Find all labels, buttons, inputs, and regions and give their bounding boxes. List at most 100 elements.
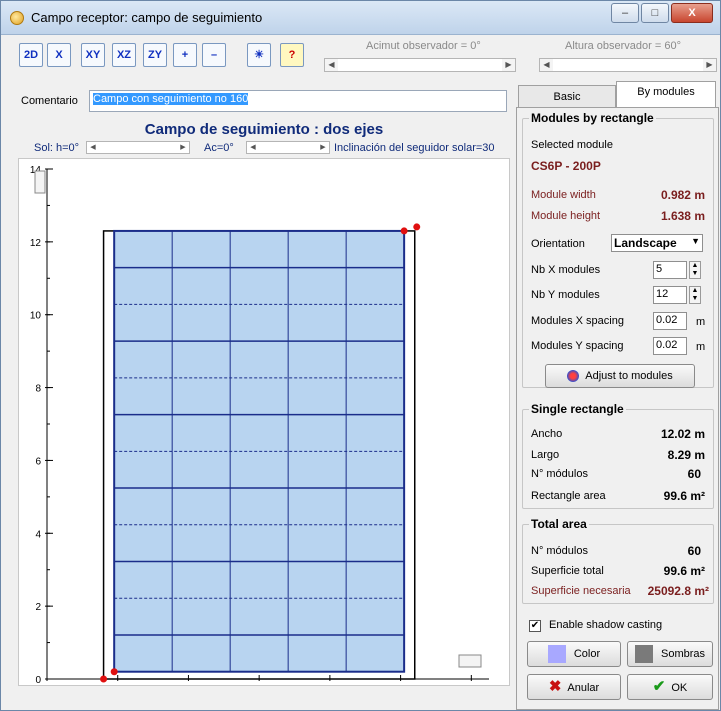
modules-group: Modules by rectangle Selected module CS6…: [522, 111, 714, 388]
adjust-to-modules-button[interactable]: Adjust to modules: [545, 364, 695, 388]
single-rectangle-group: Single rectangle Ancho 12.02 m Largo 8.2…: [522, 402, 714, 509]
x-tick-label: -2: [184, 684, 193, 685]
checkmark-icon: ✔: [652, 678, 666, 695]
x-tick-label: -4: [113, 684, 122, 685]
help-icon[interactable]: ?: [280, 43, 304, 67]
x-tick-label: 6: [469, 684, 475, 685]
zoom-in-icon[interactable]: +: [173, 43, 197, 67]
ancho-label: Ancho: [531, 428, 563, 440]
sun-azimuth-slider[interactable]: ◀ ▶: [246, 141, 330, 154]
axis-xz-button[interactable]: XZ: [112, 43, 136, 67]
ok-label: OK: [671, 682, 688, 694]
sun-height-label: Sol: h=0°: [34, 142, 80, 154]
slider-right-arrow-icon[interactable]: ▶: [502, 59, 515, 71]
sup-total-value: 99.6 m²: [663, 564, 705, 578]
tracker-tilt-label: Inclinación del seguidor solar=30: [334, 142, 495, 154]
nby-input[interactable]: 12: [653, 286, 687, 304]
axis-zy-button[interactable]: ZY: [143, 43, 167, 67]
sun-icon[interactable]: ☀: [247, 43, 271, 67]
nbx-spinner-icon[interactable]: ▲ ▼: [689, 261, 701, 279]
sombras-label: Sombras: [660, 648, 706, 660]
y-tick-label: 4: [35, 529, 41, 540]
x-spacing-value: 0.02: [656, 314, 678, 326]
corner-marker: [110, 668, 118, 676]
ancho-value: 12.02 m: [660, 427, 705, 441]
single-nmod-label: N° módulos: [531, 468, 588, 480]
slider-left-arrow-icon[interactable]: ◀: [250, 144, 256, 151]
total-area-group: Total area N° módulos 60 Superficie tota…: [522, 517, 714, 604]
adjust-icon: [567, 370, 580, 383]
chevron-down-icon: ▼: [691, 236, 700, 246]
y-tick-label: 12: [30, 238, 42, 249]
nbx-value: 5: [656, 263, 663, 275]
y-spacing-unit: m: [696, 341, 706, 353]
close-button[interactable]: X: [671, 3, 713, 23]
tab-bar: Basic By modules: [516, 81, 719, 109]
sun-azimuth-label: Ac=0°: [204, 142, 234, 154]
azimuth-slider[interactable]: ◀ ▶: [324, 58, 516, 72]
largo-value: 8.29 m: [667, 448, 705, 462]
rect-area-value: 99.6 m²: [663, 489, 705, 503]
single-nmod-value: 60: [687, 467, 701, 481]
zoom-out-icon[interactable]: –: [202, 43, 226, 67]
color-swatch: [547, 645, 566, 664]
shadow-checkbox[interactable]: ✔: [529, 620, 541, 632]
total-area-title: Total area: [529, 517, 589, 531]
y-spacing-input[interactable]: 0.02: [653, 337, 687, 355]
app-icon: [10, 11, 24, 25]
x-spacing-unit: m: [696, 316, 706, 328]
tab-basic[interactable]: Basic: [518, 85, 616, 109]
shadow-label: Enable shadow casting: [549, 619, 663, 631]
orientation-select[interactable]: Landscape ▼: [611, 234, 703, 252]
sup-necesaria-value: 25092.8 m²: [647, 584, 709, 598]
tab-by-modules[interactable]: By modules: [616, 81, 716, 109]
plot-area[interactable]: 02468101214-6-4-20246: [18, 158, 510, 695]
sun-height-slider[interactable]: ◀ ▶: [86, 141, 190, 154]
y-axis-spinner: [34, 170, 46, 194]
y-tick-label: 0: [35, 675, 41, 685]
window-title: Campo receptor: campo de seguimiento: [31, 10, 263, 25]
x-spacing-input[interactable]: 0.02: [653, 312, 687, 330]
minimize-button[interactable]: –: [611, 3, 639, 23]
slider-left-arrow-icon[interactable]: ◀: [540, 59, 553, 71]
slider-right-arrow-icon[interactable]: ▶: [320, 144, 326, 151]
x-spacing-label: Modules X spacing: [531, 315, 624, 327]
y-tick-label: 2: [35, 602, 41, 613]
axis-xy-button[interactable]: XY: [81, 43, 105, 67]
sup-necesaria-label: Superficie necesaria: [531, 585, 631, 597]
orientation-label: Orientation: [531, 238, 585, 250]
corner-marker: [400, 227, 408, 235]
comment-input[interactable]: Campo con seguimiento no 160: [89, 90, 507, 112]
nbx-label: Nb X modules: [531, 264, 601, 276]
maximize-button[interactable]: □: [641, 3, 669, 23]
anular-button[interactable]: ✖ Anular: [527, 674, 621, 700]
view-2d-button[interactable]: 2D: [19, 43, 43, 67]
slider-right-arrow-icon[interactable]: ▶: [703, 59, 716, 71]
slider-left-arrow-icon[interactable]: ◀: [90, 144, 96, 151]
y-spacing-value: 0.02: [656, 339, 678, 351]
height-slider[interactable]: ◀ ▶: [539, 58, 717, 72]
slider-left-arrow-icon[interactable]: ◀: [325, 59, 338, 71]
total-nmod-label: N° módulos: [531, 545, 588, 557]
y-tick-label: 6: [35, 456, 41, 467]
sombras-button[interactable]: Sombras: [627, 641, 713, 667]
toolbar: 2D X XY XZ ZY + – ☀ ? Acimut observador …: [1, 36, 720, 76]
nby-spinner-icon[interactable]: ▲ ▼: [689, 286, 701, 304]
x-tick-label: 4: [398, 684, 404, 685]
slider-right-arrow-icon[interactable]: ▶: [180, 144, 186, 151]
settings-panel: Modules by rectangle Selected module CS6…: [516, 107, 719, 710]
nbx-input[interactable]: 5: [653, 261, 687, 279]
modules-group-title: Modules by rectangle: [529, 111, 656, 125]
ok-button[interactable]: ✔ OK: [627, 674, 713, 700]
color-button[interactable]: Color: [527, 641, 621, 667]
title-bar[interactable]: Campo receptor: campo de seguimiento – □…: [1, 1, 720, 35]
nby-value: 12: [656, 288, 669, 300]
chart-title: Campo de seguimiento : dos ejes: [144, 121, 384, 138]
orientation-value: Landscape: [614, 236, 677, 250]
corner-marker: [100, 675, 108, 683]
axis-x-button[interactable]: X: [47, 43, 71, 67]
sup-total-label: Superficie total: [531, 565, 604, 577]
module-width-label: Module width: [531, 189, 596, 201]
x-tick-label: 0: [256, 684, 262, 685]
chart-header: Campo de seguimiento : dos ejes Sol: h=0…: [18, 118, 510, 158]
